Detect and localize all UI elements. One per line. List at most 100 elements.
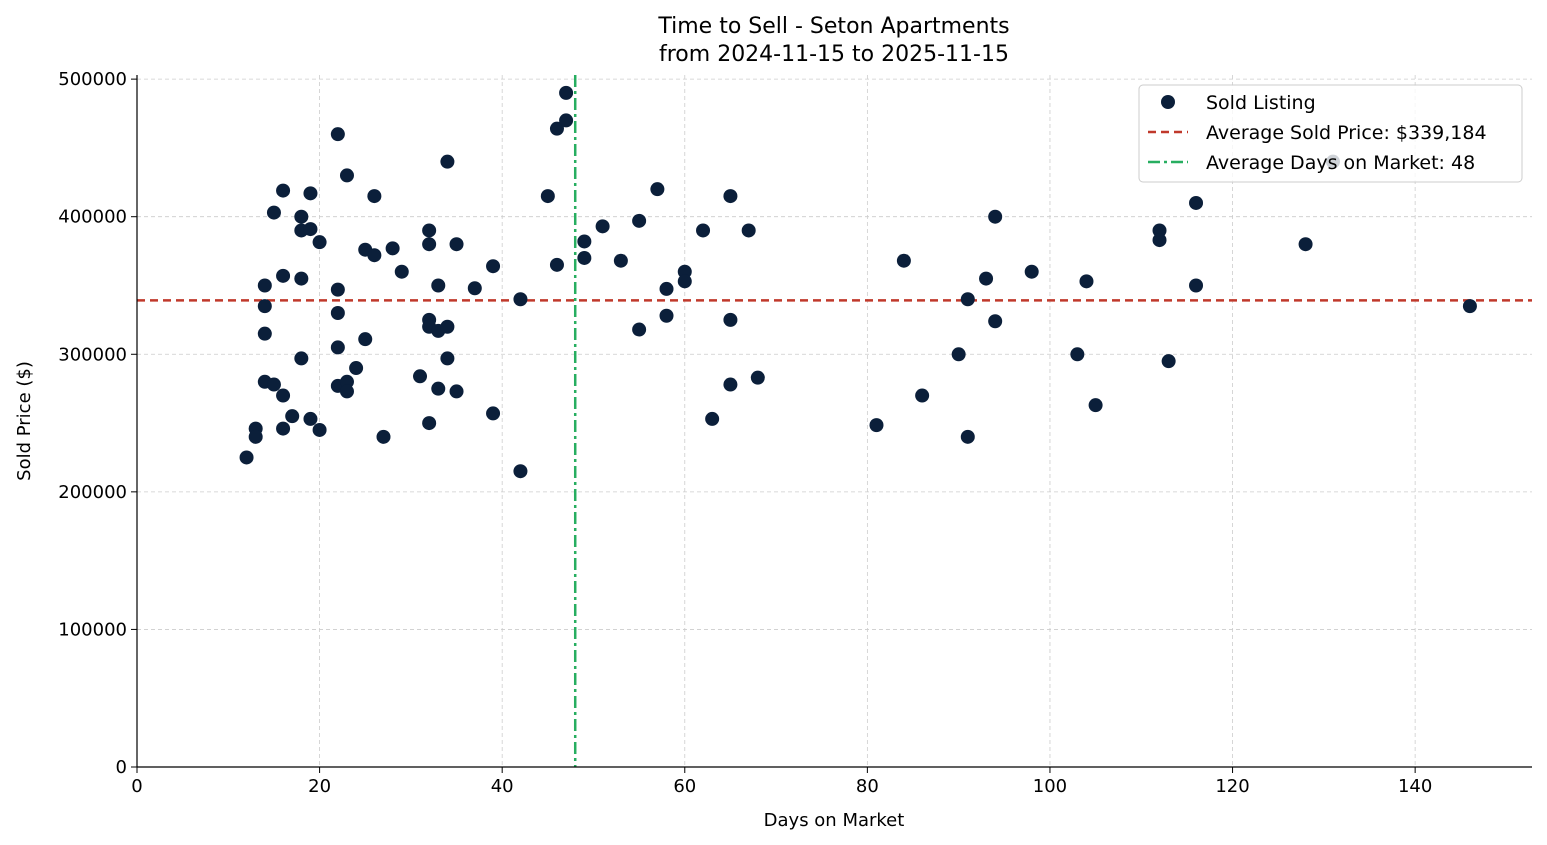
data-point <box>1189 278 1204 293</box>
data-point <box>486 406 501 421</box>
data-point <box>513 292 528 307</box>
data-point <box>303 222 318 237</box>
data-point <box>1152 233 1167 248</box>
legend-label-sold: Sold Listing <box>1206 92 1316 114</box>
data-point <box>440 154 455 169</box>
data-point <box>1152 223 1167 238</box>
data-point <box>549 121 564 136</box>
data-point <box>650 182 665 197</box>
data-point <box>413 369 428 384</box>
data-point <box>896 253 911 268</box>
x-axis-label: Days on Market <box>764 810 905 831</box>
x-tick-label: 60 <box>673 776 696 797</box>
data-point <box>449 384 464 399</box>
x-tick-label: 80 <box>856 776 879 797</box>
data-point <box>266 377 281 392</box>
x-tick-label: 140 <box>1398 776 1432 797</box>
data-point <box>979 271 994 286</box>
data-point <box>1070 347 1085 362</box>
data-point <box>330 306 345 321</box>
data-point <box>294 209 309 224</box>
data-point <box>677 264 692 279</box>
data-point <box>367 189 382 204</box>
data-point <box>248 429 263 444</box>
x-tick-label: 20 <box>308 776 331 797</box>
data-point <box>677 274 692 289</box>
x-tick-label: 40 <box>491 776 514 797</box>
data-point <box>367 248 382 263</box>
data-point <box>376 429 391 444</box>
data-point <box>705 411 720 426</box>
x-tick-label: 100 <box>1033 776 1067 797</box>
data-point <box>276 421 291 436</box>
data-point <box>559 85 574 100</box>
data-point <box>431 381 446 396</box>
data-point <box>330 127 345 142</box>
data-point <box>422 237 437 252</box>
y-tick-label: 100000 <box>58 619 127 640</box>
data-point <box>750 370 765 385</box>
data-point <box>358 332 373 347</box>
data-point <box>559 113 574 128</box>
data-point <box>394 264 409 279</box>
data-point <box>988 314 1003 329</box>
data-point <box>449 237 464 252</box>
x-tick-label: 120 <box>1215 776 1249 797</box>
data-point <box>741 223 756 238</box>
data-point <box>285 409 300 424</box>
data-point <box>988 209 1003 224</box>
data-point <box>1189 195 1204 210</box>
data-point <box>577 234 592 249</box>
data-point <box>303 186 318 201</box>
y-tick-label: 0 <box>116 757 127 778</box>
data-point <box>1024 264 1039 279</box>
data-point <box>440 319 455 334</box>
legend-frame <box>1138 84 1523 183</box>
data-point <box>276 183 291 198</box>
data-point <box>1462 299 1477 314</box>
data-point <box>1161 354 1176 369</box>
legend-label-avg-price: Average Sold Price: $339,184 <box>1206 122 1487 144</box>
data-point <box>486 259 501 274</box>
data-point <box>330 340 345 355</box>
data-point <box>951 347 966 362</box>
data-point <box>303 411 318 426</box>
data-point <box>595 219 610 234</box>
data-point <box>266 205 281 220</box>
reference-lines <box>137 75 1532 767</box>
data-point <box>276 388 291 403</box>
data-point <box>659 308 674 323</box>
data-point <box>960 429 975 444</box>
chart-subtitle: from 2024-11-15 to 2025-11-15 <box>659 42 1009 67</box>
data-points <box>239 85 1477 479</box>
data-point <box>549 257 564 272</box>
legend: Sold Listing Average Sold Price: $339,18… <box>1138 84 1523 183</box>
data-point <box>540 189 555 204</box>
data-point <box>339 384 354 399</box>
y-tick-label: 500000 <box>58 69 127 90</box>
data-point <box>632 213 647 228</box>
data-point <box>915 388 930 403</box>
data-point <box>960 292 975 307</box>
data-point <box>1079 274 1094 289</box>
grid <box>137 75 1532 767</box>
data-point <box>257 278 272 293</box>
x-tick-label: 0 <box>131 776 142 797</box>
legend-marker-sold <box>1161 95 1175 109</box>
data-point <box>422 416 437 431</box>
data-point <box>312 235 327 250</box>
y-tick-label: 200000 <box>58 482 127 503</box>
data-point <box>312 422 327 437</box>
data-point <box>339 374 354 389</box>
data-point <box>613 253 628 268</box>
data-point <box>659 281 674 296</box>
data-point <box>577 250 592 265</box>
data-point <box>1088 398 1103 413</box>
legend-label-avg-days: Average Days on Market: 48 <box>1206 152 1475 174</box>
y-tick-label: 300000 <box>58 344 127 365</box>
axes: 0 20 40 60 80 100 120 140 0 100000 200000 300000 400… <box>58 69 1532 797</box>
data-point <box>513 464 528 479</box>
data-point <box>294 271 309 286</box>
data-point <box>422 223 437 238</box>
